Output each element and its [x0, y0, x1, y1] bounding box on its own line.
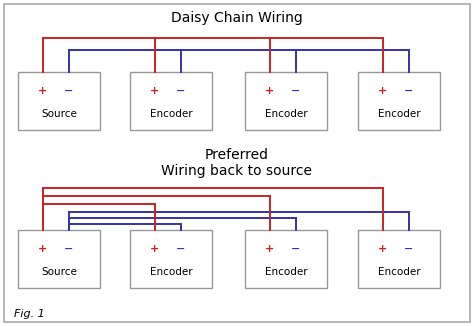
Text: −: − [291, 244, 301, 254]
Text: Fig. 1: Fig. 1 [14, 309, 45, 319]
Text: Preferred
Wiring back to source: Preferred Wiring back to source [162, 148, 312, 178]
Text: Encoder: Encoder [378, 109, 420, 119]
Text: +: + [150, 244, 159, 254]
Text: +: + [265, 85, 274, 96]
Bar [18, 72, 100, 130]
Text: −: − [291, 85, 301, 96]
Text: Encoder: Encoder [378, 267, 420, 277]
Text: +: + [38, 244, 47, 254]
Text: +: + [38, 85, 47, 96]
Bar [245, 72, 327, 130]
Text: −: − [404, 244, 413, 254]
Text: −: − [176, 244, 185, 254]
Text: Source: Source [41, 267, 77, 277]
Text: −: − [176, 85, 185, 96]
Bar [130, 72, 212, 130]
Text: Encoder: Encoder [150, 267, 192, 277]
Text: −: − [404, 85, 413, 96]
Text: +: + [378, 244, 387, 254]
Text: −: − [64, 244, 73, 254]
Text: +: + [378, 85, 387, 96]
Bar [358, 72, 440, 130]
Bar [18, 230, 100, 288]
Text: Encoder: Encoder [150, 109, 192, 119]
Bar [245, 230, 327, 288]
Text: Encoder: Encoder [264, 267, 307, 277]
Text: Source: Source [41, 109, 77, 119]
Bar [358, 230, 440, 288]
Text: −: − [64, 85, 73, 96]
Text: +: + [150, 85, 159, 96]
Text: Daisy Chain Wiring: Daisy Chain Wiring [171, 11, 303, 25]
Text: Encoder: Encoder [264, 109, 307, 119]
Text: +: + [265, 244, 274, 254]
Bar [130, 230, 212, 288]
